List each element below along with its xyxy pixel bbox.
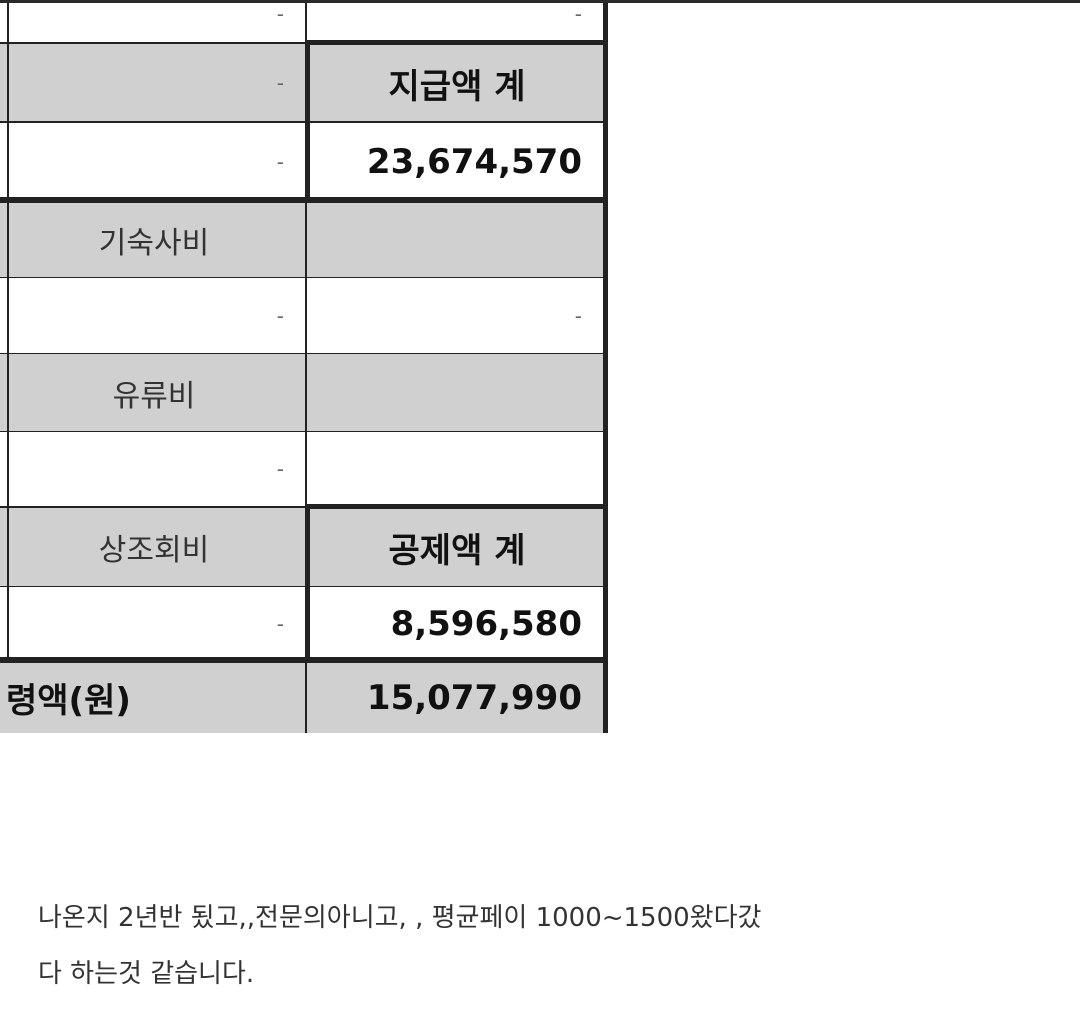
divider	[0, 506, 308, 508]
divider	[306, 40, 608, 45]
divider	[305, 40, 310, 202]
divider	[306, 504, 608, 509]
cell: 유류비	[0, 354, 308, 431]
cell: -	[308, 278, 606, 353]
cell: -	[0, 44, 308, 122]
cell	[308, 202, 606, 277]
divider	[7, 0, 9, 660]
total-deduction-value: 8,596,580	[308, 587, 606, 660]
cell: -	[308, 0, 606, 42]
divider	[0, 277, 608, 278]
divider	[0, 353, 608, 354]
top-edge	[0, 0, 1080, 3]
cell	[308, 354, 606, 431]
total-pay-value: 23,674,570	[308, 123, 606, 200]
divider	[0, 42, 308, 44]
divider	[305, 504, 310, 662]
divider	[0, 586, 608, 587]
cell: 상조회비	[0, 508, 308, 586]
cell: -	[0, 587, 308, 660]
cell: 기숙사비	[0, 202, 308, 277]
cell: -	[0, 278, 308, 353]
post-body: 나온지 2년반 됬고,,전문의아니고, , 평균페이 1000~1500왔다갔 …	[38, 890, 1048, 1002]
post-text-line: 다 하는것 같습니다.	[38, 959, 255, 989]
cell: -	[0, 123, 308, 200]
net-pay-value: 15,077,990	[308, 662, 606, 733]
net-pay-label: 령액(원)	[0, 662, 308, 733]
divider	[0, 121, 608, 123]
cell	[308, 432, 606, 506]
divider	[0, 197, 608, 203]
total-deduction-label: 공제액 계	[308, 508, 606, 586]
divider	[305, 0, 307, 733]
post-text-line: 나온지 2년반 됬고,,전문의아니고, , 평균페이 1000~1500왔다갔	[38, 903, 762, 933]
divider	[0, 431, 608, 432]
divider	[603, 0, 608, 733]
total-pay-label: 지급액 계	[308, 44, 606, 122]
cell: -	[0, 0, 308, 42]
divider	[0, 657, 608, 663]
payslip-image: - - - 지급액 계 - 23,674,570 기숙사비 - - 유류비 - …	[0, 0, 608, 733]
cell: -	[0, 432, 308, 506]
